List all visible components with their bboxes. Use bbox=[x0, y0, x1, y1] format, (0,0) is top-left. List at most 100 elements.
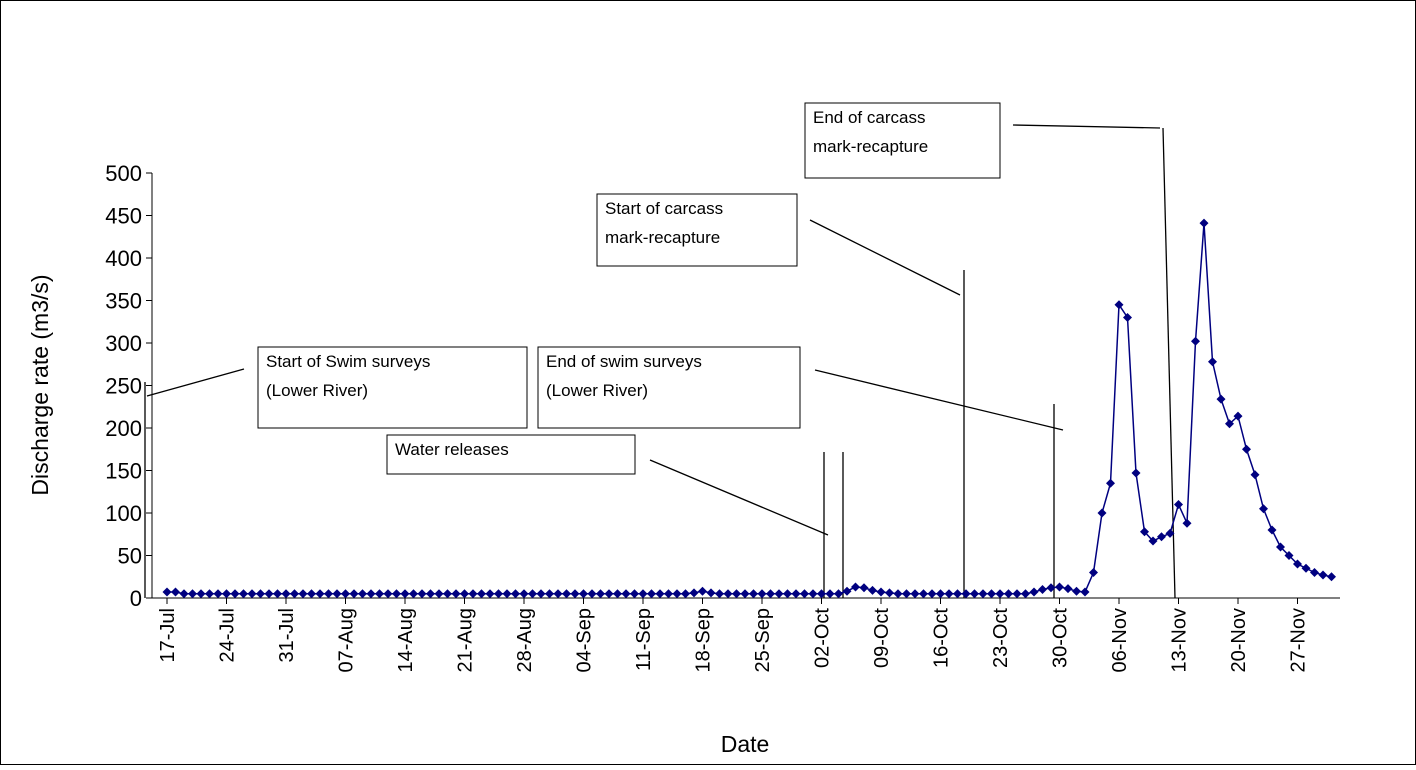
data-point bbox=[349, 589, 359, 599]
data-point bbox=[213, 589, 223, 599]
x-tick-label: 14-Aug bbox=[395, 608, 417, 673]
data-point bbox=[290, 589, 299, 599]
x-tick-label: 18-Sep bbox=[693, 608, 715, 673]
y-tick-label: 350 bbox=[105, 289, 142, 314]
data-point bbox=[868, 585, 877, 595]
data-point bbox=[451, 589, 461, 599]
data-point bbox=[1318, 570, 1328, 580]
data-point bbox=[494, 589, 503, 599]
x-tick-label: 11-Sep bbox=[633, 608, 655, 671]
data-point bbox=[842, 586, 852, 596]
data-point bbox=[859, 583, 869, 593]
data-point bbox=[1165, 528, 1175, 538]
data-point bbox=[885, 588, 894, 598]
annotation-text: Water releases bbox=[395, 440, 509, 459]
data-point bbox=[1140, 527, 1149, 537]
annotation-text: mark-recapture bbox=[813, 137, 928, 156]
data-point bbox=[1310, 568, 1319, 577]
x-tick-label: 07-Aug bbox=[336, 608, 358, 673]
annotation-line bbox=[809, 219, 961, 296]
data-point bbox=[511, 589, 520, 599]
data-point bbox=[366, 589, 376, 599]
data-point bbox=[978, 589, 988, 599]
data-point bbox=[987, 589, 996, 599]
y-tick-label: 250 bbox=[105, 374, 142, 399]
data-point bbox=[970, 589, 979, 599]
data-point bbox=[562, 589, 571, 599]
y-axis-title: Discharge rate (m3/s) bbox=[27, 274, 53, 495]
data-point bbox=[910, 589, 920, 599]
data-point bbox=[1208, 357, 1217, 367]
annotation-line bbox=[1162, 127, 1176, 599]
data-point bbox=[587, 589, 597, 599]
y-tick-label: 150 bbox=[105, 459, 142, 484]
data-point bbox=[936, 589, 945, 599]
data-point bbox=[1267, 525, 1277, 535]
data-point bbox=[757, 589, 767, 599]
data-point bbox=[324, 589, 333, 599]
x-tick-label: 09-Oct bbox=[871, 608, 893, 668]
data-point bbox=[1174, 500, 1183, 509]
x-tick-label: 16-Oct bbox=[931, 608, 953, 668]
data-point bbox=[171, 587, 180, 597]
y-tick-label: 450 bbox=[105, 204, 142, 229]
data-point bbox=[1293, 559, 1302, 569]
data-point bbox=[519, 589, 529, 599]
data-point bbox=[1191, 336, 1200, 346]
data-point bbox=[281, 589, 291, 599]
x-tick-label: 06-Nov bbox=[1109, 608, 1131, 672]
data-point bbox=[817, 589, 826, 599]
data-point bbox=[247, 589, 257, 599]
y-tick-label: 200 bbox=[105, 416, 142, 441]
data-point bbox=[264, 589, 274, 599]
data-point bbox=[961, 589, 971, 599]
x-tick-label: 27-Nov bbox=[1288, 608, 1310, 672]
annotation-box bbox=[257, 346, 528, 429]
data-point bbox=[315, 589, 325, 599]
data-point bbox=[1021, 589, 1030, 599]
data-point bbox=[851, 582, 860, 592]
data-point bbox=[307, 589, 316, 599]
data-point bbox=[902, 589, 911, 599]
data-point bbox=[740, 589, 750, 599]
y-tick-label: 50 bbox=[118, 544, 142, 569]
data-point bbox=[706, 588, 716, 598]
data-point bbox=[1276, 542, 1285, 552]
data-point bbox=[1216, 394, 1226, 404]
data-point bbox=[256, 589, 265, 599]
data-point bbox=[222, 589, 231, 599]
x-tick-label: 02-Oct bbox=[812, 608, 834, 668]
data-point bbox=[672, 589, 682, 599]
annotation-line bbox=[1012, 124, 1161, 129]
data-point bbox=[1182, 518, 1192, 528]
data-point bbox=[689, 588, 699, 598]
data-point bbox=[953, 589, 962, 599]
data-point bbox=[502, 589, 512, 599]
x-tick-label: 13-Nov bbox=[1169, 608, 1191, 672]
data-point bbox=[1072, 586, 1081, 596]
data-point bbox=[332, 589, 342, 599]
data-point bbox=[732, 589, 741, 599]
data-point bbox=[783, 589, 792, 599]
x-tick-label: 20-Nov bbox=[1228, 608, 1250, 672]
data-point bbox=[774, 589, 784, 599]
data-point bbox=[553, 589, 563, 599]
data-point bbox=[298, 589, 308, 599]
x-tick-label: 04-Sep bbox=[574, 608, 596, 673]
data-point bbox=[443, 589, 452, 599]
annotation-text: End of carcass bbox=[813, 108, 925, 127]
data-point bbox=[341, 589, 350, 599]
data-point bbox=[188, 589, 197, 599]
data-point bbox=[1199, 218, 1209, 228]
data-point bbox=[230, 589, 240, 599]
data-point bbox=[1004, 589, 1013, 599]
data-point bbox=[791, 589, 801, 599]
annotation-text: Start of carcass bbox=[605, 199, 723, 218]
data-point bbox=[647, 589, 656, 599]
y-tick-label: 500 bbox=[105, 161, 142, 186]
y-tick-label: 400 bbox=[105, 246, 142, 271]
data-point bbox=[426, 589, 435, 599]
data-point bbox=[239, 589, 248, 599]
data-point bbox=[621, 589, 631, 599]
